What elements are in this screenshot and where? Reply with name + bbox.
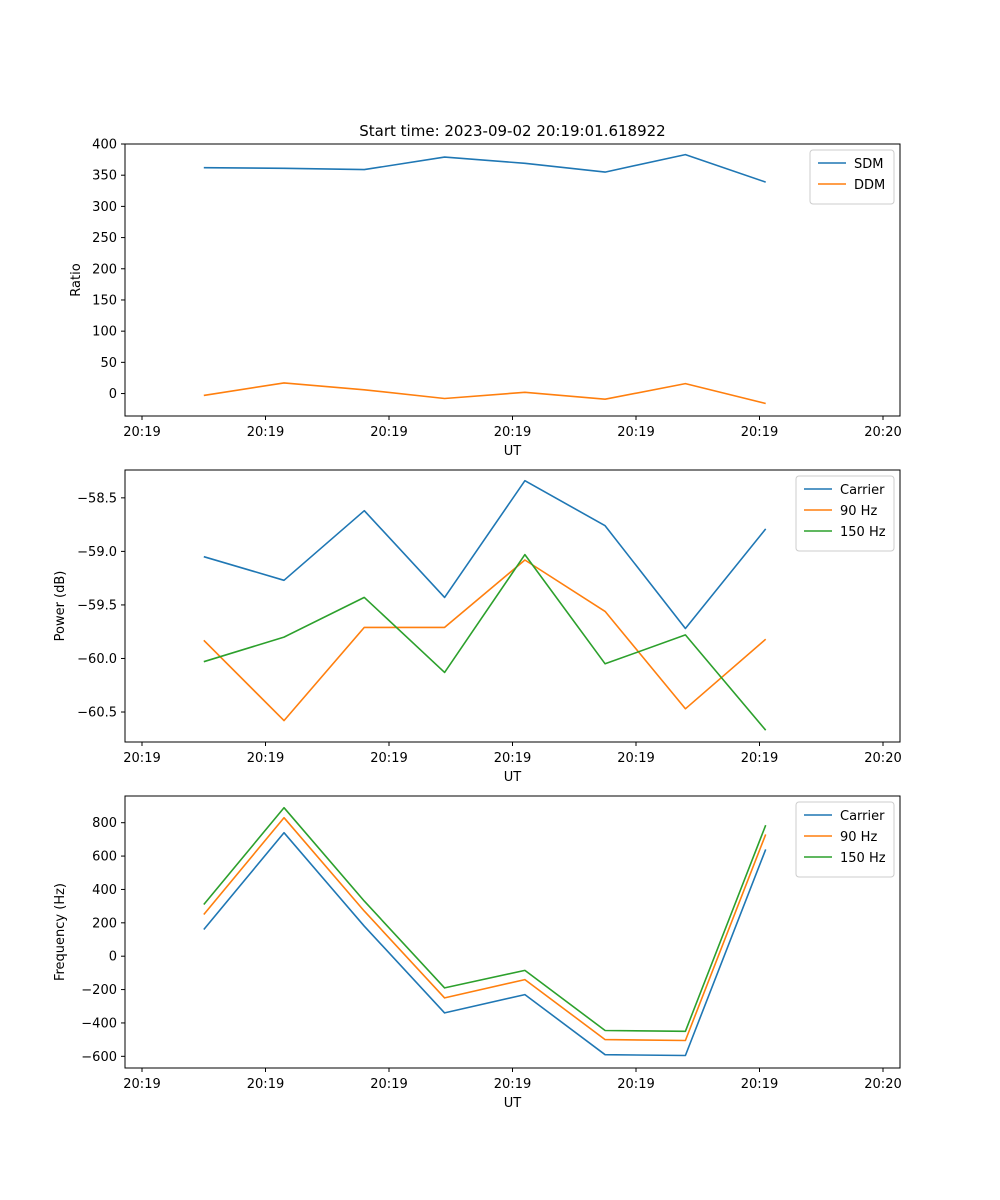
series-line-carrier [203, 831, 767, 1057]
series-line-150-hz [203, 553, 767, 731]
y-tick-label: −60.5 [77, 706, 117, 721]
y-tick-label: 150 [92, 293, 117, 308]
y-tick-label: 400 [92, 883, 117, 898]
figure-title: Start time: 2023-09-02 20:19:01.618922 [359, 122, 665, 140]
y-tick-label: −60.0 [77, 652, 117, 667]
x-tick-label: 20:19 [617, 425, 654, 440]
legend: SDM DDM [809, 149, 895, 205]
y-tick-label: 0 [109, 387, 117, 402]
x-tick-label: 20:19 [123, 425, 160, 440]
legend-label: 150 Hz [840, 525, 886, 540]
y-tick-label: 250 [92, 231, 117, 246]
subplot-2: 20:19 20:19 20:19 20:19 20:19 20:19 20:20 −60.5… [53, 469, 902, 785]
x-tick-label: 20:19 [494, 425, 531, 440]
x-tick-label: 20:19 [247, 1077, 284, 1092]
y-tick-label: −59.5 [77, 598, 117, 613]
legend: Carrier 90 Hz 150 Hz [795, 801, 895, 878]
y-tick-label: 100 [92, 325, 117, 340]
x-tick-label: 20:20 [864, 1077, 901, 1092]
y-tick-label: 400 [92, 138, 117, 153]
x-tick-label: 20:20 [864, 425, 901, 440]
x-tick-label: 20:19 [617, 1077, 654, 1092]
y-axis-label: Power (dB) [53, 571, 68, 642]
legend-label: 90 Hz [840, 830, 877, 845]
legend-label: DDM [854, 178, 885, 193]
legend-label: 90 Hz [840, 504, 877, 519]
y-tick-label: −58.5 [77, 491, 117, 506]
y-tick-label: 200 [92, 262, 117, 277]
x-tick-label: 20:19 [370, 1077, 407, 1092]
legend-label: SDM [854, 157, 883, 172]
x-tick-label: 20:19 [617, 751, 654, 766]
legend-label: Carrier [840, 809, 885, 824]
x-tick-label: 20:19 [494, 1077, 531, 1092]
plot-frame [124, 469, 901, 743]
series-line-150-hz [203, 806, 767, 1033]
x-tick-label: 20:19 [247, 751, 284, 766]
series-line-carrier [203, 479, 767, 630]
y-tick-label: −400 [81, 1016, 117, 1031]
legend-label: 150 Hz [840, 851, 886, 866]
y-tick-label: 0 [109, 950, 117, 965]
x-tick-label: 20:20 [864, 751, 901, 766]
y-tick-label: 50 [100, 356, 117, 371]
y-tick-label: 200 [92, 916, 117, 931]
y-tick-label: 600 [92, 850, 117, 865]
x-tick-label: 20:19 [370, 425, 407, 440]
y-axis-label: Ratio [69, 263, 84, 296]
x-tick-label: 20:19 [741, 425, 778, 440]
x-tick-label: 20:19 [247, 425, 284, 440]
y-axis-label: Frequency (Hz) [53, 883, 68, 981]
y-tick-label: −200 [81, 983, 117, 998]
subplot-3: 20:19 20:19 20:19 20:19 20:19 20:19 20:20 −600 −… [53, 795, 902, 1111]
x-tick-label: 20:19 [370, 751, 407, 766]
x-tick-label: 20:19 [123, 1077, 160, 1092]
legend-box [795, 801, 895, 878]
subplot-1: 20:19 20:19 20:19 20:19 20:19 20:19 20:20 0 50 10… [69, 138, 902, 460]
x-tick-label: 20:19 [741, 751, 778, 766]
y-tick-label: 300 [92, 200, 117, 215]
y-tick-label: −600 [81, 1050, 117, 1065]
x-tick-label: 20:19 [741, 1077, 778, 1092]
x-axis-label: UT [504, 770, 522, 785]
y-tick-label: −59.0 [77, 545, 117, 560]
series-line-90-hz [203, 559, 767, 722]
series-line-sdm [203, 153, 766, 183]
x-tick-label: 20:19 [123, 751, 160, 766]
y-tick-label: 350 [92, 169, 117, 184]
legend-label: Carrier [840, 483, 885, 498]
subplots: 20:19 20:19 20:19 20:19 20:19 20:19 20:20 0 50 10… [53, 138, 902, 1112]
plot-frame [124, 795, 901, 1069]
plot-frame [124, 143, 901, 417]
y-tick-label: 800 [92, 816, 117, 831]
x-tick-label: 20:19 [494, 751, 531, 766]
legend-box [795, 475, 895, 552]
legend: Carrier 90 Hz 150 Hz [795, 475, 895, 552]
x-axis-label: UT [504, 1096, 522, 1111]
series-line-ddm [203, 382, 766, 405]
x-axis-label: UT [504, 444, 522, 459]
series-line-90-hz [203, 816, 767, 1042]
